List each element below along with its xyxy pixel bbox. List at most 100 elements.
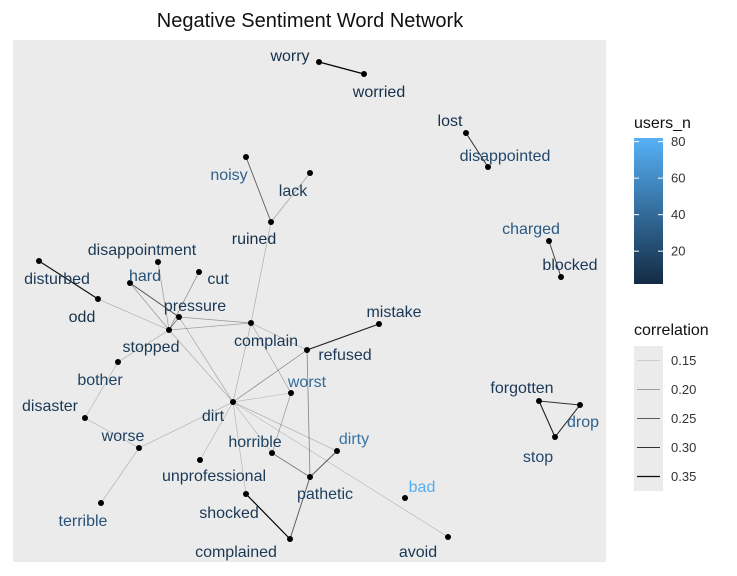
edge-cut-stopped [168,271,200,331]
node-odd [95,296,101,302]
edge-dirt-avoid [232,401,449,538]
correlation-legend: correlation 0.15 0.20 0.25 0.30 0.35 [634,322,709,491]
node-disappointed [485,164,491,170]
node-label-dirt: dirt [202,408,225,425]
node-horrible [269,450,275,456]
node-label-worst: worst [287,374,327,391]
edge-dirt-unprofessional [199,401,234,461]
node-stop [552,434,558,440]
node-label-shocked: shocked [199,505,259,522]
node-dirt [230,399,236,405]
edge-dirt-dirty [232,401,338,452]
edge-stopped-complain [168,322,252,331]
node-label-bad: bad [409,479,436,496]
node-noisy [243,154,249,160]
colorbar-tick-label-40: 40 [671,207,685,222]
label-layer: worry worried lost disappointed noisy lack rui… [22,48,599,561]
edge-pressure-dirt [178,316,234,403]
node-label-mistake: mistake [366,304,421,321]
edge-stopped-bother [117,329,170,363]
node-mistake [376,321,382,327]
chart-title: Negative Sentiment Word Network [157,10,464,32]
node-unprofessional [197,457,203,463]
node-label-worry: worry [269,48,309,65]
correlation-keys: 0.15 0.20 0.25 0.30 0.35 [634,346,696,491]
edge-worst-dirt [232,392,292,403]
edge-forgotten-drop [538,400,581,406]
correlation-key-label-4: 0.35 [671,469,696,484]
node-label-disaster: disaster [22,398,79,415]
edge-stopped-dirt [168,329,234,403]
node-label-terrible: terrible [59,513,108,530]
edge-layer [38,61,581,540]
edge-dirt-shocked [232,401,247,495]
node-label-complain: complain [234,333,298,350]
node-label-complained: complained [195,544,277,561]
node-label-refused: refused [318,347,371,364]
colorbar-tick-label-20: 20 [671,244,685,259]
node-dirty [334,448,340,454]
users-n-legend: users_n 20 40 60 80 [634,115,691,284]
node-label-stop: stop [523,449,553,466]
node-shocked [243,491,249,497]
node-hard [127,280,133,286]
edge-refused-pathetic [306,349,311,478]
edge-disappointment-stopped [157,261,170,331]
node-pathetic [307,474,313,480]
node-disturbed [36,258,42,264]
edge-dirty-pathetic [309,450,338,478]
node-label-dirty: dirty [339,431,369,448]
node-layer [36,59,583,542]
correlation-key-label-1: 0.20 [671,382,696,397]
edge-forgotten-stop [538,400,556,438]
node-label-disturbed: disturbed [24,271,90,288]
node-worst [288,390,294,396]
node-label-stopped: stopped [123,339,180,356]
node-label-cut: cut [207,271,229,288]
edge-pathetic-complained [289,476,311,540]
users-n-ticks: 20 40 60 80 [634,134,685,259]
edge-hard-stopped [129,282,170,331]
node-avoid [445,534,451,540]
node-label-disappointment: disappointment [88,242,197,259]
node-lost [463,130,469,136]
node-bad [402,495,408,501]
correlation-key-label-3: 0.30 [671,440,696,455]
edge-disturbed-odd [38,260,99,300]
node-label-charged: charged [502,221,560,238]
edge-pressure-complain [178,316,252,324]
node-label-hard: hard [129,268,161,285]
node-worry [316,59,322,65]
edge-charged-blocked [548,240,562,278]
correlation-key-label-0: 0.15 [671,353,696,368]
node-label-forgotten: forgotten [490,380,553,397]
node-label-drop: drop [567,414,599,431]
node-label-lost: lost [438,113,463,130]
node-label-odd: odd [69,309,96,326]
edge-lack-ruined [270,172,311,223]
edge-hard-pressure [129,282,180,318]
edge-worry-worried [318,61,365,75]
edge-complain-refused [250,322,308,351]
node-label-lack: lack [279,183,308,200]
node-label-worried: worried [352,84,405,101]
node-bother [115,359,121,365]
colorbar-tick-label-60: 60 [671,171,685,186]
node-label-unprofessional: unprofessional [162,468,266,485]
edge-complain-dirt [232,322,252,403]
edge-drop-stop [554,404,581,438]
node-label-horrible: horrible [228,434,281,451]
correlation-key-bg-1 [634,375,663,404]
node-drop [577,402,583,408]
edge-worse-terrible [100,447,140,504]
node-label-bother: bother [77,372,123,389]
edge-worst-horrible [271,392,292,454]
node-label-noisy: noisy [210,167,247,184]
node-stopped [166,327,172,333]
edge-bother-disaster [84,361,119,419]
node-cut [196,269,202,275]
node-disaster [82,415,88,421]
edge-worse-dirt [138,401,234,449]
correlation-key-bg-0 [634,346,663,375]
